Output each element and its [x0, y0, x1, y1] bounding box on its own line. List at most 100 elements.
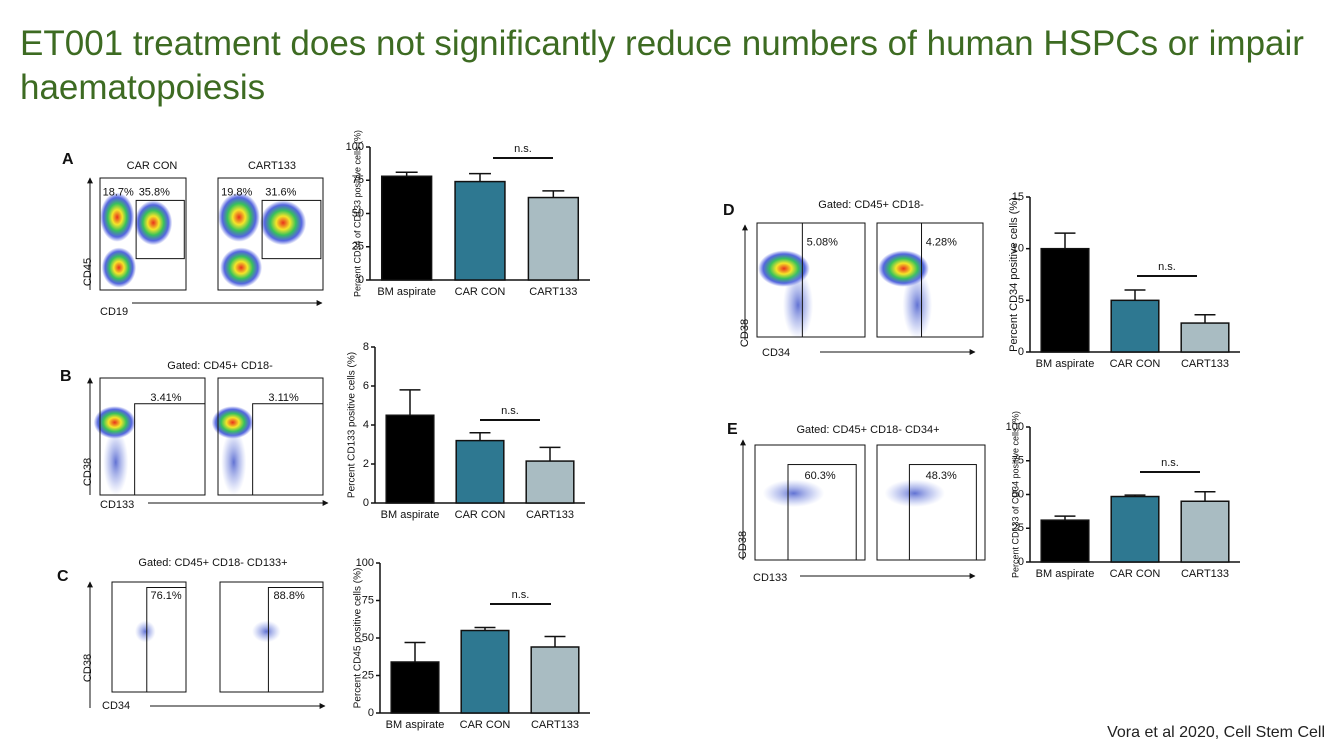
- x-tick-label: CAR CON: [455, 509, 506, 521]
- gate: [252, 403, 324, 496]
- error-bar: [1194, 314, 1216, 324]
- error-bar: [404, 641, 426, 662]
- bar: [454, 180, 506, 281]
- y-tick-label: 0: [363, 497, 369, 509]
- gate-percent: 35.8%: [139, 186, 170, 198]
- y-tick-label: 0: [1018, 346, 1024, 358]
- y-axis-label: CD45: [82, 258, 94, 286]
- cell-population: [134, 200, 173, 246]
- error-bar: [539, 446, 561, 462]
- gate-percent: 48.3%: [926, 470, 957, 482]
- error-bar: [474, 626, 496, 631]
- x-tick-label: BM aspirate: [386, 719, 445, 731]
- gating-label: Gated: CD45+ CD18-: [167, 360, 273, 372]
- y-tick-label: 100: [1006, 421, 1024, 433]
- gating-label: Gated: CD45+ CD18- CD34+: [796, 424, 939, 436]
- x-tick-label: CART133: [1181, 358, 1229, 370]
- cell-population: [93, 406, 136, 439]
- y-tick-label: 8: [363, 341, 369, 353]
- error-bar: [395, 171, 418, 177]
- bar: [1180, 322, 1230, 353]
- bar: [460, 629, 510, 714]
- panel-letter: E: [727, 421, 738, 438]
- panel-letter: B: [60, 368, 72, 385]
- x-tick-label: CART133: [529, 286, 577, 298]
- error-bar: [1054, 515, 1076, 521]
- gate: [267, 587, 324, 693]
- plot-frame: [99, 177, 187, 291]
- gate: [135, 199, 185, 260]
- x-tick-label: BM aspirate: [1036, 568, 1095, 580]
- x-tick-label: CART133: [526, 509, 574, 521]
- bar: [1110, 495, 1160, 563]
- significance-label: n.s.: [1158, 261, 1176, 273]
- slide-title: ET001 treatment does not significantly r…: [20, 24, 1304, 107]
- error-bar: [1054, 232, 1076, 249]
- y-axis-label: Percent CD34 positive cells (%): [1008, 197, 1020, 352]
- panel-letter: A: [62, 151, 74, 168]
- x-axis-label: CD34: [762, 347, 790, 359]
- error-bar: [542, 190, 565, 198]
- bar: [525, 460, 575, 504]
- bar: [527, 196, 580, 281]
- gate: [921, 222, 984, 338]
- cell-population: [884, 479, 946, 508]
- error-bar: [399, 389, 421, 416]
- error-bar: [1194, 491, 1216, 502]
- gate-percent: 88.8%: [274, 590, 305, 602]
- cell-population: [101, 247, 137, 288]
- gating-label: Gated: CD45+ CD18-: [818, 199, 924, 211]
- y-tick-label: 10: [1012, 243, 1024, 255]
- y-tick-label: 50: [352, 207, 364, 219]
- gate: [801, 222, 866, 338]
- y-tick-label: 50: [362, 632, 374, 644]
- plot-frame: [217, 177, 324, 291]
- plot-header: CART133: [248, 160, 296, 172]
- cell-population: [220, 247, 263, 288]
- x-tick-label: BM aspirate: [377, 286, 436, 298]
- cell-population: [762, 479, 825, 508]
- cell-population: [218, 192, 260, 242]
- x-axis-label: CD133: [753, 572, 787, 584]
- cell-population: [251, 620, 281, 643]
- x-tick-label: CAR CON: [1110, 358, 1161, 370]
- y-axis-label: CD38: [739, 319, 751, 347]
- y-tick-label: 5: [1018, 294, 1024, 306]
- y-tick-label: 6: [363, 380, 369, 392]
- y-axis-label: Percent CD45 positive cells (%): [353, 568, 364, 709]
- y-tick-label: 100: [356, 557, 374, 569]
- bar: [385, 414, 435, 504]
- x-tick-label: CAR CON: [460, 719, 511, 731]
- gate: [787, 464, 857, 561]
- y-axis-label: Percent CD133 of CD34 positive cells (%): [1010, 411, 1020, 578]
- y-tick-label: 4: [363, 419, 369, 431]
- cell-population: [103, 429, 129, 495]
- bar: [1040, 519, 1090, 563]
- gate: [146, 587, 187, 693]
- error-bar: [1124, 289, 1146, 301]
- y-tick-label: 50: [1012, 488, 1024, 500]
- cell-population: [260, 200, 307, 246]
- x-tick-label: BM aspirate: [1036, 358, 1095, 370]
- gate: [261, 199, 322, 260]
- error-bar: [544, 635, 566, 647]
- x-axis-label: CD133: [100, 499, 134, 511]
- gate: [134, 403, 206, 496]
- y-tick-label: 25: [362, 669, 374, 681]
- y-tick-label: 0: [1018, 556, 1024, 568]
- y-tick-label: 75: [352, 174, 364, 186]
- error-bar: [469, 172, 491, 182]
- x-axis-label: CD19: [100, 306, 128, 318]
- gate-percent: 4.28%: [926, 236, 957, 248]
- bar: [455, 439, 505, 504]
- error-bar: [1124, 494, 1146, 497]
- gating-label: Gated: CD45+ CD18- CD133+: [138, 557, 287, 569]
- y-axis-label: CD38: [82, 458, 94, 486]
- cell-population: [902, 270, 933, 340]
- gate-percent: 18.7%: [103, 186, 134, 198]
- gate-percent: 3.11%: [268, 392, 299, 404]
- y-tick-label: 15: [1012, 191, 1024, 203]
- y-axis-label: Percent CD133 positive cells (%): [347, 352, 358, 498]
